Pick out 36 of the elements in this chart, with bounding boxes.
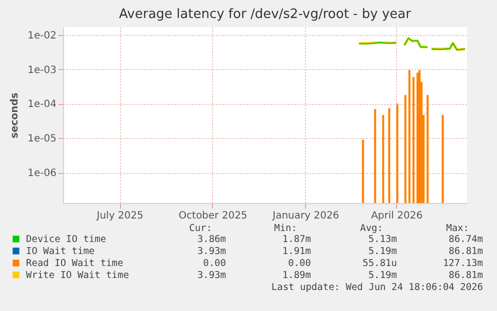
- text: Max:: [446, 223, 469, 234]
- y-tick-label: 1e-02: [28, 30, 56, 42]
- x-tick-label: April 2026: [371, 210, 423, 222]
- text: 86.81m: [448, 270, 484, 281]
- y-tick-label: 1e-04: [28, 99, 56, 110]
- x-tick-label: July 2025: [96, 210, 144, 222]
- text: 0.00: [288, 258, 312, 269]
- x-tick-label: October 2025: [178, 210, 248, 222]
- text: 86.81m: [448, 246, 484, 257]
- text: 0.00: [203, 258, 226, 269]
- text: 55.81u: [362, 258, 397, 269]
- y-tick-label: 1e-05: [28, 134, 56, 145]
- text: 127.13m: [442, 258, 484, 269]
- text: Last update: Wed Jun 24 18:06:04 2026: [271, 282, 484, 293]
- text: 1.89m: [282, 270, 312, 281]
- chart-title: Average latency for /dev/s2-vg/root - by year: [119, 7, 412, 22]
- legend-label: IO Wait time: [26, 246, 95, 257]
- legend-label: Read IO Wait time: [26, 258, 124, 269]
- text: Avg:: [360, 223, 383, 234]
- y-tick-label: 1e-06: [28, 168, 56, 180]
- x-tick-label: January 2026: [272, 210, 340, 222]
- text: 1.87m: [282, 234, 312, 245]
- text: 5.19m: [368, 246, 398, 257]
- y-tick-label: 1e-03: [28, 64, 56, 76]
- text: Min:: [274, 223, 297, 234]
- text: 3.93m: [197, 270, 226, 281]
- text: 3.86m: [197, 234, 226, 245]
- y-axis-title: seconds: [10, 92, 21, 138]
- legend-label: Write IO Wait time: [26, 270, 130, 281]
- text: 3.93m: [197, 246, 226, 257]
- legend-label: Device IO time: [26, 234, 106, 245]
- text: 86.74m: [448, 234, 484, 245]
- text: 1.91m: [282, 246, 312, 257]
- text: 5.19m: [368, 270, 398, 281]
- text: Cur:: [189, 223, 212, 234]
- text: 5.13m: [368, 234, 398, 245]
